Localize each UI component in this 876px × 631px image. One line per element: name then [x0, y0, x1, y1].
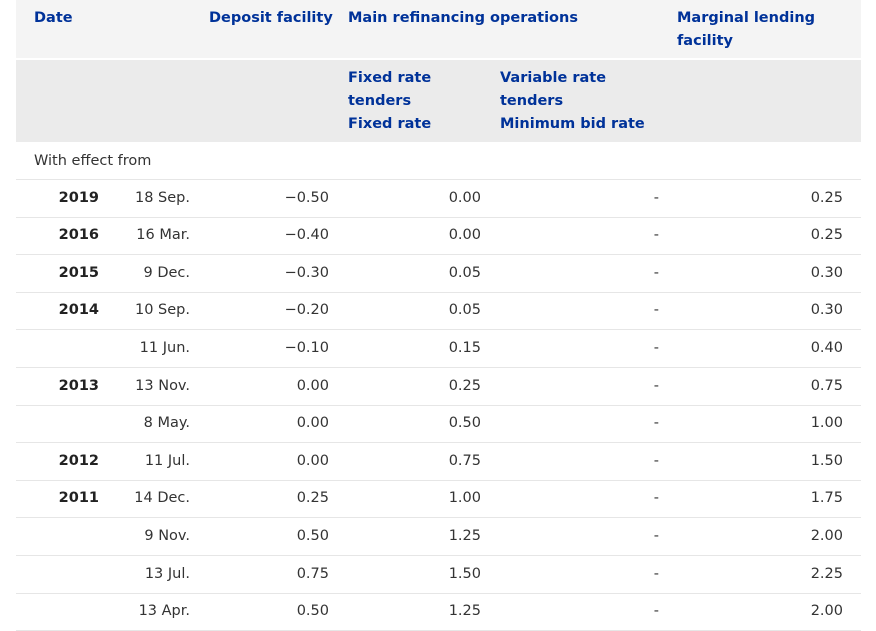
sub-header: Fixed rate [348, 69, 432, 86]
cell: 0.50 [296, 527, 329, 544]
header-row [16, 0, 861, 58]
date: 13 Nov. [135, 377, 190, 394]
cell: - [653, 527, 659, 544]
cell: 0.00 [296, 377, 329, 394]
sub-header: Minimum bid rate [500, 115, 645, 132]
date: 8 May. [143, 415, 190, 432]
cell: - [653, 603, 659, 620]
sub-header: tenders [500, 92, 564, 109]
row-separator [16, 329, 861, 331]
cell: 1.25 [448, 603, 481, 620]
section-label: With effect from [34, 152, 152, 169]
cell: 1.75 [810, 490, 843, 507]
year: 2014 [58, 302, 99, 319]
cell: 1.50 [810, 452, 843, 469]
row-separator [16, 179, 861, 180]
cell: - [653, 264, 659, 281]
column-header: facility [677, 32, 733, 49]
cell: - [653, 377, 659, 394]
cell: - [653, 339, 659, 356]
year: 2012 [58, 452, 99, 469]
cell: 1.50 [448, 565, 481, 582]
column-header: Marginal lending [677, 9, 816, 26]
sub-header: tenders [348, 92, 412, 109]
cell: 0.75 [810, 377, 843, 394]
date: 14 Dec. [134, 490, 190, 507]
cell: - [653, 189, 659, 206]
date: 9 Nov. [144, 527, 190, 544]
row-separator [16, 404, 861, 406]
row-separator [16, 254, 861, 256]
cell: 0.50 [296, 603, 329, 620]
date: 9 Dec. [143, 264, 190, 281]
cell: 1.00 [810, 415, 843, 432]
row-separator [16, 291, 861, 293]
cell: 0.30 [810, 264, 843, 281]
cell: 0.50 [448, 415, 481, 432]
sub-header: Variable rate [500, 69, 607, 86]
column-header: Main refinancing operations [348, 9, 578, 26]
row-separator [16, 442, 861, 444]
cell: 0.00 [448, 227, 481, 244]
cell: - [653, 302, 659, 319]
cell: 0.40 [810, 339, 843, 356]
cell: −0.20 [284, 302, 329, 319]
cell: 0.25 [810, 227, 843, 244]
cell: 0.75 [448, 452, 481, 469]
cell: - [653, 415, 659, 432]
cell: 2.00 [810, 527, 843, 544]
date: 13 Apr. [138, 603, 190, 620]
cell: −0.30 [284, 264, 329, 281]
cell: 0.75 [296, 565, 329, 582]
cell: 0.25 [296, 490, 329, 507]
cell: −0.40 [284, 227, 329, 244]
cell: 2.25 [810, 565, 843, 582]
row-separator [16, 517, 861, 519]
date: 10 Sep. [135, 302, 190, 319]
column-header: Deposit facility [209, 9, 333, 26]
cell: 0.00 [296, 415, 329, 432]
row-separator [16, 479, 861, 481]
cell: 2.00 [810, 603, 843, 620]
column-header: Date [34, 9, 73, 26]
date: 11 Jun. [139, 339, 190, 356]
row-separator [16, 554, 861, 556]
cell: 0.30 [810, 302, 843, 319]
row-separator [16, 216, 861, 218]
cell: 0.05 [448, 302, 481, 319]
date: 13 Jul. [144, 565, 190, 582]
cell: −0.10 [284, 339, 329, 356]
year: 2019 [58, 189, 99, 206]
cell: - [653, 490, 659, 507]
cell: 0.00 [296, 452, 329, 469]
cell: 0.05 [448, 264, 481, 281]
year: 2016 [58, 227, 99, 244]
cell: 0.15 [448, 339, 481, 356]
subheader-row [16, 60, 861, 142]
date: 16 Mar. [136, 227, 190, 244]
cell: −0.50 [284, 189, 329, 206]
year: 2015 [58, 264, 99, 281]
cell: - [653, 227, 659, 244]
cell: - [653, 565, 659, 582]
cell: 1.00 [448, 490, 481, 507]
cell: 0.25 [810, 189, 843, 206]
year: 2011 [58, 490, 99, 507]
sub-header: Fixed rate [348, 115, 432, 132]
row-separator [16, 592, 861, 594]
year: 2013 [58, 377, 99, 394]
date: 18 Sep. [135, 189, 190, 206]
cell: - [653, 452, 659, 469]
cell: 0.00 [448, 189, 481, 206]
date: 11 Jul. [144, 452, 190, 469]
cell: 0.25 [448, 377, 481, 394]
row-separator [16, 366, 861, 368]
cell: 1.25 [448, 527, 481, 544]
